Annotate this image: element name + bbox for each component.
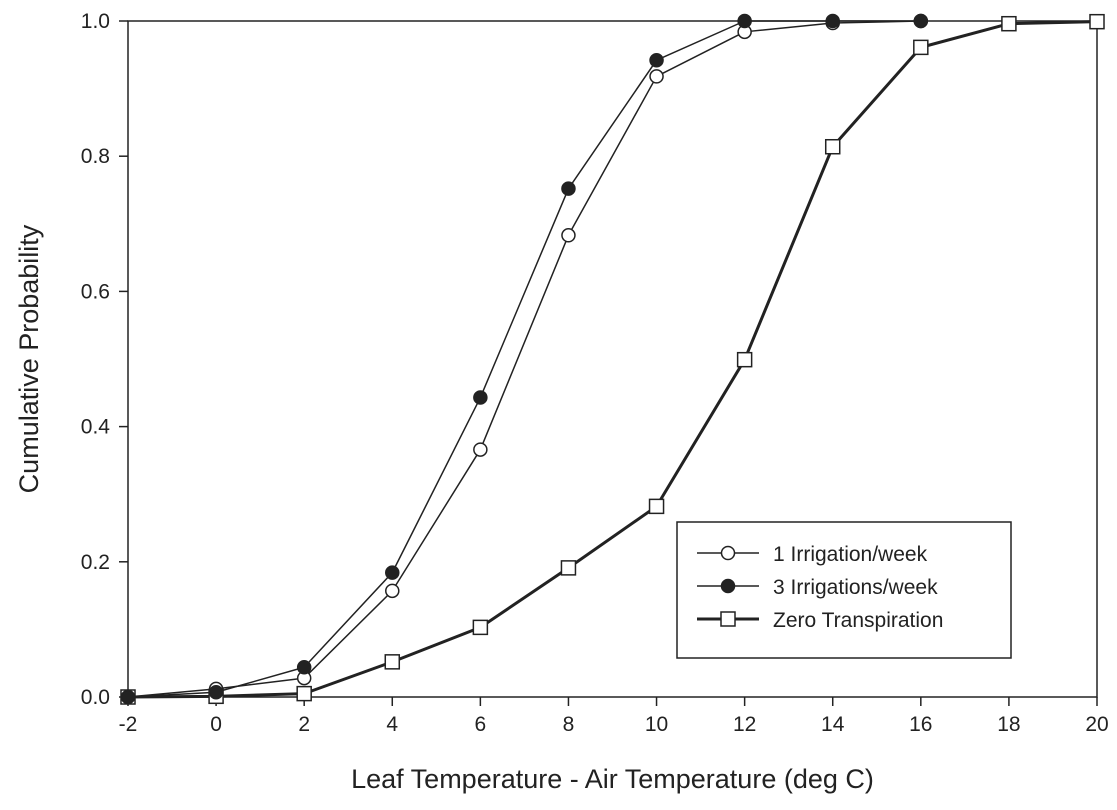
y-tick-label: 1.0 xyxy=(81,10,110,33)
legend-label: Zero Transpiration xyxy=(773,609,943,632)
data-point xyxy=(649,69,664,84)
x-tick-label: 18 xyxy=(997,713,1020,736)
series-1-points xyxy=(120,13,929,705)
x-tick-label: 0 xyxy=(210,713,222,736)
legend-marker xyxy=(720,578,736,594)
data-point xyxy=(384,654,401,670)
y-axis-title: Cumulative Probability xyxy=(14,224,44,493)
y-tick-label: 0.8 xyxy=(81,145,110,168)
data-point xyxy=(385,565,400,580)
x-tick-label: 16 xyxy=(909,713,932,736)
x-tick-label: 6 xyxy=(475,713,487,736)
x-tick-label: 2 xyxy=(298,713,310,736)
data-point xyxy=(825,13,840,29)
series-1-group xyxy=(127,20,921,698)
legend-marker xyxy=(720,545,736,561)
x-tick-label: 4 xyxy=(386,713,398,736)
y-tick-label: 0.6 xyxy=(81,280,110,303)
data-point xyxy=(737,13,752,29)
data-point xyxy=(296,660,312,675)
legend-label: 3 Irrigations/week xyxy=(773,576,938,599)
data-point xyxy=(648,498,665,515)
legend-label: 1 Irrigation/week xyxy=(773,543,928,566)
series-2-group xyxy=(127,20,1098,699)
data-point xyxy=(296,685,312,702)
x-tick-label: -2 xyxy=(119,713,138,736)
x-tick-label: 8 xyxy=(563,713,575,736)
data-point xyxy=(1001,15,1017,32)
data-point xyxy=(561,228,576,243)
series-line xyxy=(127,20,921,698)
plot-frame xyxy=(127,20,1098,698)
data-point xyxy=(1089,13,1105,30)
series-layer xyxy=(120,13,1105,705)
y-tick-label: 0.4 xyxy=(81,416,111,439)
data-point xyxy=(473,442,488,457)
x-axis-title: Leaf Temperature - Air Temperature (deg … xyxy=(351,764,874,794)
data-point xyxy=(472,619,489,636)
x-tick-label: 14 xyxy=(821,713,845,736)
data-point xyxy=(824,138,841,155)
series-line xyxy=(127,20,921,698)
x-tick-label: 20 xyxy=(1085,713,1108,736)
y-tick-label: 0.2 xyxy=(81,551,110,574)
data-point xyxy=(120,689,136,705)
legend-marker xyxy=(720,611,736,627)
data-point xyxy=(208,685,224,700)
data-point xyxy=(649,52,664,68)
legend: 1 Irrigation/week 3 Irrigations/week Zero … xyxy=(676,521,1012,659)
data-point xyxy=(913,13,929,29)
axis-ticks: -2 0 2 4 6 8 10 12 14 16 18 20 0.0 0.2 0.4 0.6 0.8 1.0 xyxy=(81,10,1109,736)
series-0-group xyxy=(127,20,921,698)
data-point xyxy=(736,351,753,368)
x-tick-label: 10 xyxy=(645,713,668,736)
x-tick-label: 12 xyxy=(733,713,756,736)
data-point xyxy=(473,390,488,405)
series-line xyxy=(127,20,1098,699)
data-point xyxy=(913,39,929,56)
data-point xyxy=(385,583,400,599)
data-point xyxy=(561,181,576,196)
data-point xyxy=(560,560,577,576)
y-tick-label: 0.0 xyxy=(81,686,110,709)
